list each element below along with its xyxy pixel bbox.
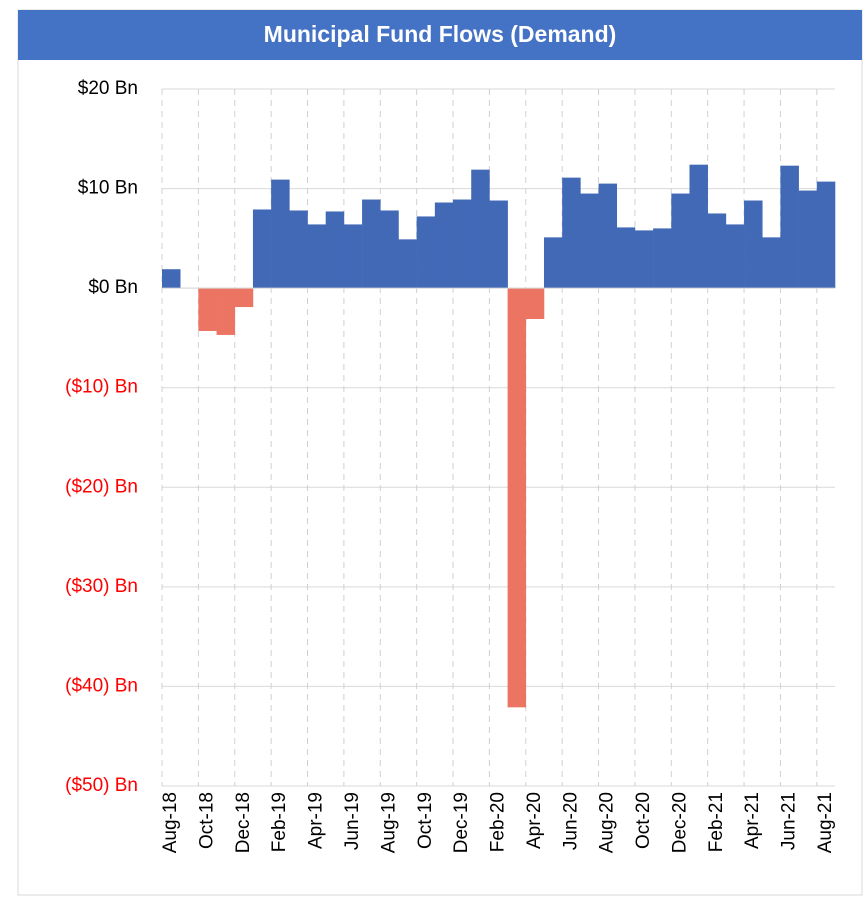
y-tick-label: $20 Bn [78,78,138,99]
x-tick-label: Apr-20 [524,792,545,849]
title-bar [18,10,862,60]
bar [689,164,708,289]
bar [289,210,308,289]
y-tick-label: ($40) Bn [65,675,138,696]
bar [653,228,672,289]
bar [198,288,217,331]
x-tick-label: Feb-20 [488,792,509,852]
bar [671,193,690,289]
bar [525,288,545,320]
bar [216,288,236,335]
y-tick-label: ($30) Bn [65,576,138,597]
bar [398,239,417,289]
bar [780,165,799,289]
y-tick-label: ($50) Bn [65,775,138,796]
x-tick-label: Aug-19 [378,792,399,853]
bar [816,181,836,289]
x-tick-label: Dec-19 [451,792,472,853]
y-tick-label: ($10) Bn [65,377,138,398]
bar [471,169,490,289]
bar [580,193,599,289]
y-tick-label: ($20) Bn [65,476,138,497]
frame [17,9,863,896]
bar [762,237,781,289]
bar [234,288,254,308]
bar [416,216,436,289]
x-tick-label: Jun-20 [560,792,581,850]
x-tick-label: Aug-20 [597,792,618,853]
bar [307,224,327,289]
bar [543,237,563,289]
bar [507,288,527,708]
x-tick-label: Jun-19 [342,792,363,850]
bar [271,179,290,289]
bar [453,199,472,289]
y-tick-label: $10 Bn [78,178,138,199]
x-tick-label: Aug-18 [160,792,181,853]
x-tick-label: Apr-21 [742,792,763,849]
bar [489,200,508,289]
bar [252,209,272,289]
bar [380,210,399,289]
y-tick-label: $0 Bn [88,277,138,298]
bar [798,190,818,289]
x-tick-label: Aug-21 [815,792,836,853]
bar [725,224,745,289]
x-tick-label: Feb-19 [269,792,290,852]
bar [707,213,727,289]
x-tick-label: Dec-18 [233,792,254,853]
bar [744,200,763,289]
bar [434,202,454,289]
bar [634,230,654,289]
bar [343,224,363,289]
x-tick-label: Dec-20 [669,792,690,853]
chart-title: Municipal Fund Flows (Demand) [264,21,617,47]
bar [616,227,636,289]
x-tick-label: Oct-20 [633,792,654,849]
bar [598,183,618,289]
bar [362,199,381,289]
x-tick-label: Feb-21 [706,792,727,852]
bar [325,211,345,289]
x-tick-label: Jun-21 [779,792,800,850]
x-tick-label: Apr-19 [306,792,327,849]
bar [562,177,581,289]
x-tick-label: Oct-19 [415,792,436,849]
bar [162,269,181,289]
x-tick-label: Oct-18 [196,792,217,849]
